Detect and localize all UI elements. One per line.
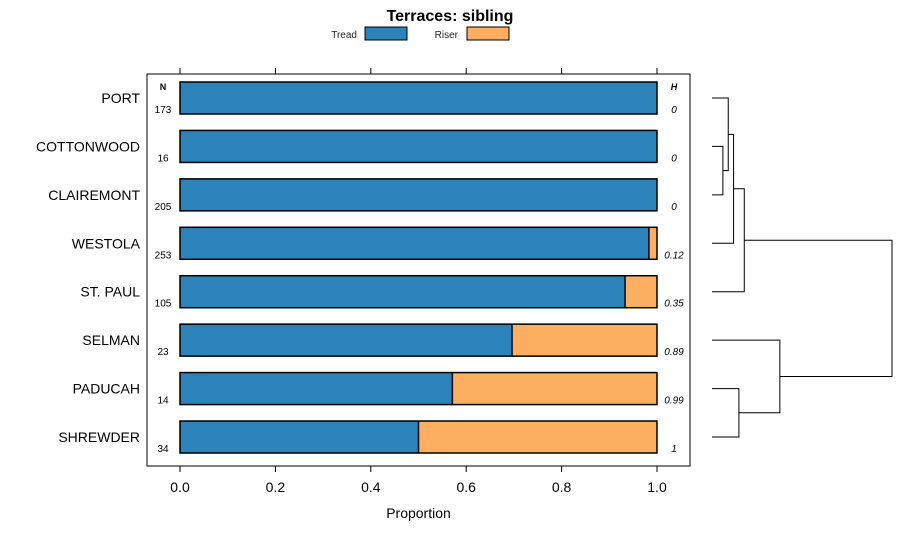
bar-riser-7 (419, 421, 658, 453)
n-value-7: 34 (157, 444, 169, 455)
dendro-link-3 (712, 189, 744, 292)
h-value-3: 0.12 (664, 250, 684, 261)
x-tick-label-1: 0.2 (266, 479, 286, 495)
x-tick-label-3: 0.6 (456, 479, 476, 495)
bar-tread-3 (180, 227, 649, 259)
dendrogram (712, 98, 892, 437)
chart: Terraces: sibling Tread Riser N H PORT COT… (0, 0, 900, 540)
row-labels: PORT COTTONWOOD CLAIREMONT WESTOLA ST. PAUL S… (36, 90, 141, 445)
bar-riser-5 (512, 324, 657, 356)
bars-group (180, 82, 657, 453)
bar-tread-4 (180, 276, 625, 308)
n-value-5: 23 (157, 347, 169, 358)
bar-riser-3 (649, 227, 657, 259)
n-value-4: 105 (155, 299, 172, 310)
bar-tread-6 (180, 373, 452, 405)
x-axis-label: Proportion (386, 505, 451, 521)
bar-riser-4 (625, 276, 657, 308)
dendro-link-1 (712, 98, 728, 171)
row-label-2: CLAIREMONT (48, 187, 140, 203)
row-label-6: PADUCAH (73, 381, 140, 397)
bar-tread-0 (180, 82, 657, 114)
x-tick-label-5: 1.0 (647, 479, 667, 495)
h-value-5: 0.89 (664, 347, 684, 358)
h-value-7: 1 (671, 444, 677, 455)
h-value-1: 0 (671, 153, 677, 164)
chart-title: Terraces: sibling (387, 8, 514, 25)
h-value-0: 0 (671, 105, 677, 116)
legend-label-riser: Riser (435, 30, 459, 41)
dendro-link-0 (712, 146, 723, 194)
n-value-3: 253 (155, 250, 172, 261)
h-header: H (671, 82, 678, 92)
bar-tread-7 (180, 421, 419, 453)
h-value-4: 0.35 (664, 299, 684, 310)
h-value-2: 0 (671, 202, 677, 213)
bar-riser-6 (452, 373, 657, 405)
bar-tread-1 (180, 130, 657, 162)
row-label-3: WESTOLA (72, 235, 141, 251)
legend: Tread Riser (331, 27, 509, 41)
bar-tread-5 (180, 324, 512, 356)
x-tick-label-4: 0.8 (552, 479, 572, 495)
row-label-4: ST. PAUL (80, 284, 140, 300)
row-label-0: PORT (101, 90, 140, 106)
n-header: N (160, 82, 167, 92)
dendro-link-5 (712, 340, 780, 413)
x-tick-label-0: 0.0 (170, 479, 190, 495)
dendro-link-6 (744, 240, 892, 376)
legend-swatch-riser (467, 27, 509, 40)
h-labels: 0 0 0 0.12 0.35 0.89 0.99 1 (664, 105, 684, 455)
legend-swatch-tread (365, 27, 407, 40)
dendro-link-4 (712, 389, 739, 437)
legend-label-tread: Tread (331, 30, 357, 41)
n-value-2: 205 (155, 202, 172, 213)
h-value-6: 0.99 (664, 396, 684, 407)
row-label-7: SHREWDER (58, 429, 140, 445)
n-value-1: 16 (157, 153, 169, 164)
n-value-0: 173 (155, 105, 172, 116)
row-label-1: COTTONWOOD (36, 138, 140, 154)
n-labels: 173 16 205 253 105 23 14 34 (155, 105, 172, 455)
n-value-6: 14 (157, 396, 169, 407)
row-label-5: SELMAN (82, 332, 140, 348)
x-tick-label-2: 0.4 (361, 479, 381, 495)
bar-tread-2 (180, 179, 657, 211)
